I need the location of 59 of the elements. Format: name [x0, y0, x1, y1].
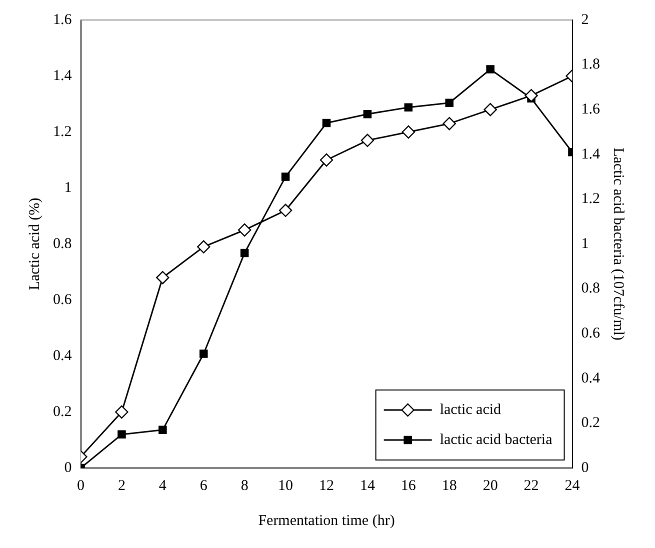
y2-tick-label: 2 [581, 12, 589, 28]
y2-tick-label: 0 [581, 460, 589, 476]
point [238, 223, 252, 237]
x-tick-label: 14 [360, 478, 376, 494]
y2-tick-label: 1.2 [581, 191, 600, 208]
point [320, 153, 334, 167]
point [404, 103, 413, 112]
x-tick-label: 24 [564, 478, 580, 494]
point [445, 98, 454, 108]
point [442, 117, 456, 130]
x-tick-label: 20 [482, 478, 498, 494]
x-tick-label: 2 [118, 478, 126, 494]
point [322, 118, 331, 128]
point [158, 426, 167, 434]
x-tick-label: 22 [524, 478, 539, 494]
y-tick-label: 0.6 [53, 292, 72, 308]
y-tick-label: 0.4 [53, 348, 72, 364]
y2-tick-label: 0.2 [581, 415, 600, 432]
point [402, 125, 416, 139]
point [524, 89, 538, 102]
point [484, 103, 497, 116]
x-tick-label: 8 [240, 478, 248, 494]
y-tick-label: 1.4 [53, 68, 72, 84]
y-tick-label: 0.8 [53, 236, 72, 252]
y-tick-label: 1 [64, 180, 72, 196]
y2-tick-label: 0.6 [581, 326, 600, 342]
y2-tick-label: 0.8 [581, 280, 600, 297]
y-axis-title: Lactic acid (%) [26, 198, 43, 290]
y2-tick-label: 1 [581, 236, 589, 252]
point [197, 240, 210, 254]
point [363, 110, 372, 118]
y2-tick-label: 0.4 [581, 370, 600, 386]
point [281, 172, 290, 181]
x-tick-label: 6 [200, 478, 208, 494]
point [199, 350, 208, 358]
point [360, 134, 374, 147]
point [118, 430, 126, 439]
y2-axis-title: Lactic acid bacteria (107cfu/ml) [610, 148, 626, 340]
point [156, 271, 170, 284]
y2-tick-label: 1.6 [581, 102, 600, 118]
y-tick-label: 1.6 [53, 12, 72, 28]
legend-label: lactic acid bacteria [440, 432, 553, 448]
x-tick-label: 16 [400, 478, 416, 494]
x-axis-title: Fermentation time (hr) [258, 512, 395, 529]
point [278, 204, 292, 217]
point [486, 65, 494, 74]
legend-label: lactic acid [440, 402, 502, 418]
y2-tick-label: 1.4 [581, 146, 600, 162]
y-tick-label: 1.2 [53, 124, 72, 140]
y-tick-label: 0 [64, 460, 72, 476]
point [240, 248, 249, 258]
x-tick-label: 4 [158, 478, 167, 494]
x-tick-label: 10 [278, 478, 294, 494]
y-tick-label: 0.2 [53, 404, 72, 420]
x-tick-label: 18 [442, 478, 457, 494]
x-tick-label: 0 [77, 478, 84, 494]
x-tick-label: 12 [319, 478, 334, 494]
y2-tick-label: 1.8 [581, 56, 600, 73]
point [115, 405, 128, 419]
